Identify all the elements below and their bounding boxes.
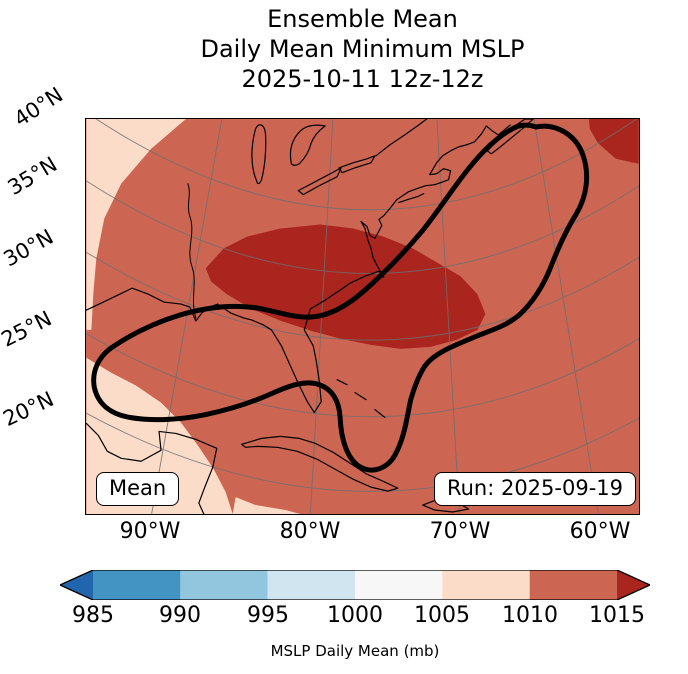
bold-contour bbox=[91, 122, 590, 473]
map-canvas bbox=[86, 119, 639, 514]
colorbar-tick-1000: 1000 bbox=[327, 603, 383, 628]
lat-tick-25n: 25°N bbox=[0, 306, 56, 352]
colorbar-seg-1010-1015 bbox=[529, 570, 617, 600]
lat-tick-20n: 20°N bbox=[0, 386, 58, 432]
cuba-coastline bbox=[241, 435, 399, 492]
title-line-1: Ensemble Mean bbox=[267, 5, 458, 33]
colorbar-tick-990: 990 bbox=[159, 603, 201, 628]
colorbar-seg-985-990 bbox=[93, 570, 181, 600]
lat-tick-40n: 40°N bbox=[9, 82, 68, 132]
map-plot: Mean Run: 2025-09-19 bbox=[85, 118, 640, 515]
title-line-2: Daily Mean Minimum MSLP bbox=[200, 35, 525, 63]
lat-tick-35n: 35°N bbox=[3, 152, 62, 200]
colorbar-seg-1005-1010 bbox=[442, 570, 530, 600]
colorbar-tick-1005: 1005 bbox=[414, 603, 470, 628]
colorbar-label: MSLP Daily Mean (mb) bbox=[270, 642, 440, 660]
colorbar bbox=[60, 570, 650, 600]
lon-tick-80w: 80°W bbox=[279, 519, 341, 544]
long-island bbox=[398, 193, 425, 204]
colorbar-tick-1015: 1015 bbox=[589, 603, 645, 628]
run-box: Run: 2025-09-19 bbox=[433, 472, 636, 506]
st-lawrence-river bbox=[375, 119, 428, 157]
bahamas bbox=[336, 379, 386, 419]
colorbar-over-arrow bbox=[617, 570, 650, 600]
lon-tick-70w: 70°W bbox=[429, 519, 491, 544]
lake-huron bbox=[289, 124, 326, 166]
colorbar-tick-995: 995 bbox=[247, 603, 289, 628]
colorbar-seg-990-995 bbox=[180, 570, 268, 600]
gulf-and-east-coastline bbox=[86, 124, 511, 414]
colorbar-seg-1000-1005 bbox=[355, 570, 443, 600]
coastlines bbox=[86, 119, 534, 514]
lon-tick-90w: 90°W bbox=[119, 519, 181, 544]
title-line-3: 2025-10-11 12z-12z bbox=[241, 65, 484, 93]
lon-tick-60w: 60°W bbox=[569, 519, 631, 544]
mean-box: Mean bbox=[96, 472, 180, 506]
lake-ontario bbox=[338, 155, 376, 174]
colorbar-seg-995-1000 bbox=[267, 570, 355, 600]
colorbar-tick-1010: 1010 bbox=[502, 603, 558, 628]
lake-michigan bbox=[251, 124, 267, 185]
colorbar-under-arrow bbox=[60, 570, 93, 600]
lake-erie bbox=[297, 167, 342, 196]
figure-title: Ensemble Mean Daily Mean Minimum MSLP 20… bbox=[85, 4, 640, 94]
yucatan-coastline bbox=[86, 422, 218, 514]
mississippi-river bbox=[187, 183, 197, 319]
lat-tick-30n: 30°N bbox=[0, 224, 58, 272]
colorbar-tick-985: 985 bbox=[72, 603, 114, 628]
